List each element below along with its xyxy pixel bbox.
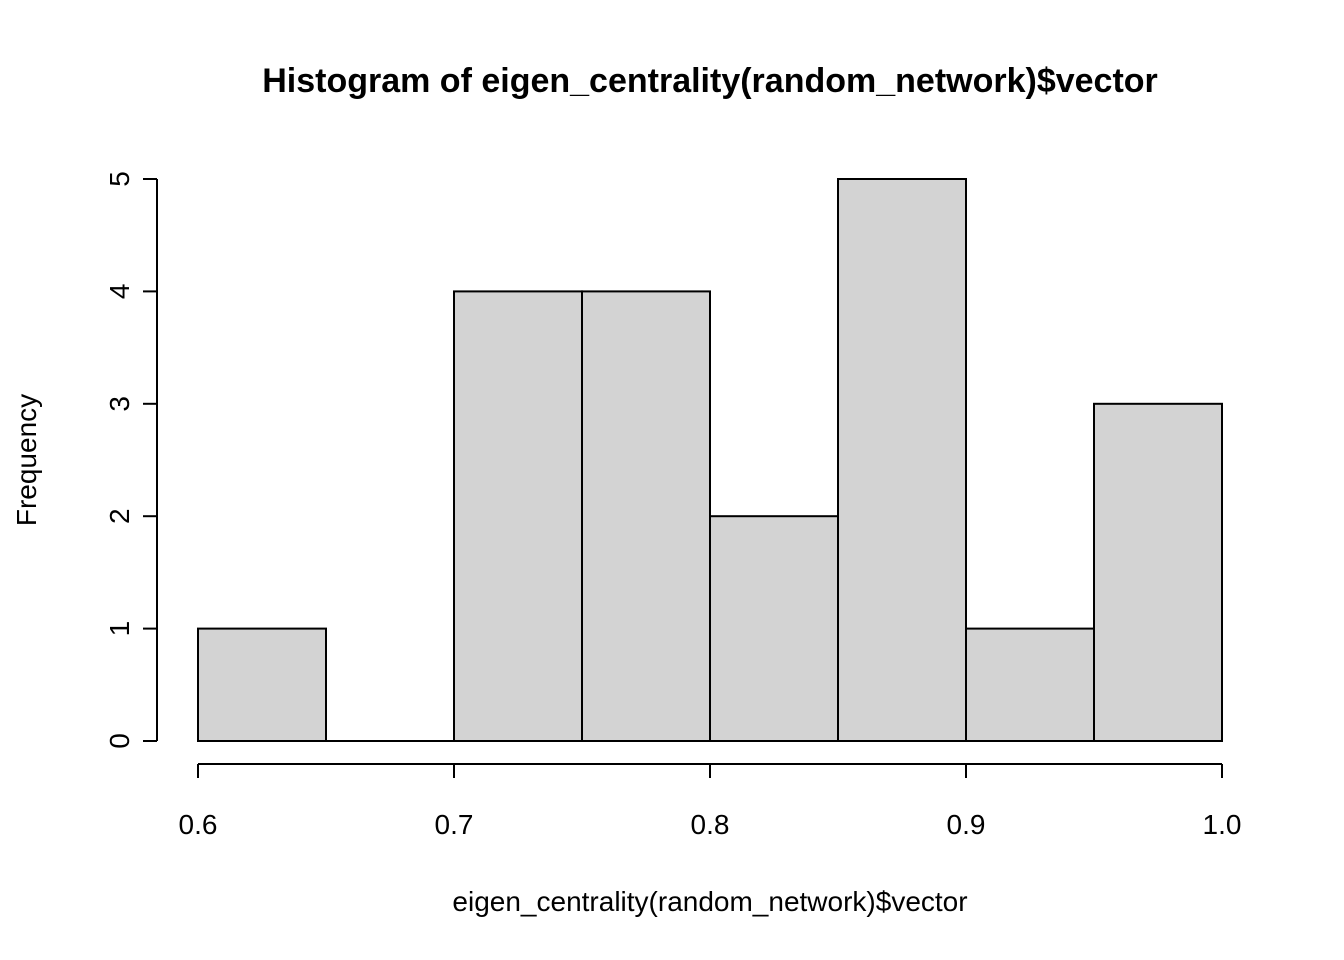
- y-tick-label-1: 1: [104, 621, 135, 637]
- histogram-bar-7: [1093, 402, 1223, 742]
- chart-title: Histogram of eigen_centrality(random_net…: [262, 62, 1158, 100]
- y-tick-label-0: 0: [104, 733, 135, 749]
- x-tick-label-1: 0.7: [435, 809, 474, 840]
- histogram-bar-6: [965, 627, 1095, 742]
- y-axis: 0 1 2 3 4 5: [104, 171, 158, 749]
- histogram-bar-3: [581, 290, 711, 742]
- x-tick-label-2: 0.8: [691, 809, 730, 840]
- y-axis-label: Frequency: [11, 394, 42, 526]
- y-tick-label-2: 2: [104, 508, 135, 524]
- x-axis: 0.6 0.7 0.8 0.9 1.0: [179, 763, 1242, 840]
- x-tick-label-0: 0.6: [179, 809, 218, 840]
- histogram-bar-0: [197, 627, 327, 742]
- y-tick-label-5: 5: [104, 171, 135, 187]
- histogram-bar-5: [837, 178, 967, 742]
- histogram-bar-4: [709, 515, 839, 743]
- bars-group: [197, 178, 1223, 743]
- x-axis-label: eigen_centrality(random_network)$vector: [452, 886, 967, 917]
- x-tick-label-3: 0.9: [947, 809, 986, 840]
- x-tick-label-4: 1.0: [1203, 809, 1242, 840]
- histogram-bar-2: [453, 290, 583, 742]
- y-tick-label-4: 4: [104, 284, 135, 300]
- y-tick-label-3: 3: [104, 396, 135, 412]
